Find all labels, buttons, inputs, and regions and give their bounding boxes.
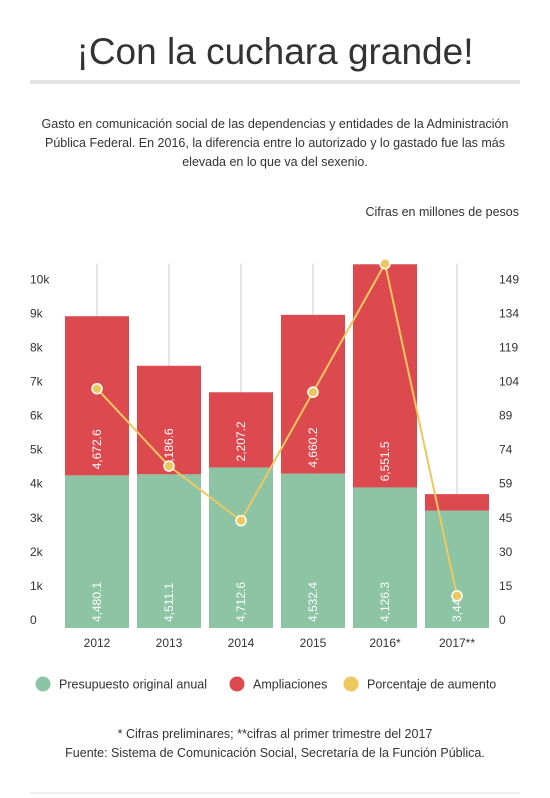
- unit-note: Cifras en millones de pesos: [365, 205, 519, 219]
- chart-title: ¡Con la cuchara grande!: [77, 31, 474, 72]
- bar-segment: [137, 474, 201, 628]
- line-point: [163, 460, 175, 472]
- y2-tick-label: 45: [499, 511, 513, 525]
- y2-tick-label: 104: [499, 375, 519, 389]
- value-label: 4,480.1: [90, 582, 104, 622]
- bar-segment: [209, 467, 273, 628]
- x-tick-label: 2013: [156, 636, 183, 650]
- bar-segment: [209, 392, 273, 468]
- y-tick-label: 9k: [30, 306, 44, 320]
- value-label: 3,186.6: [162, 428, 176, 468]
- y-tick-label: 2k: [30, 545, 44, 559]
- value-label: 4,532.4: [306, 582, 320, 622]
- value-label: 4,712.6: [234, 582, 248, 622]
- bar-segment: [281, 473, 345, 628]
- footnote: Fuente: Sistema de Comunicación Social, …: [65, 746, 485, 760]
- y2-tick-label: 74: [499, 443, 513, 457]
- value-label: 6,551.5: [378, 441, 392, 481]
- line: [96, 260, 458, 597]
- line-point: [379, 257, 391, 270]
- bar-segment: [137, 365, 201, 475]
- legend-swatch: [35, 676, 51, 692]
- line-point: [451, 590, 463, 602]
- y-tick-label: 0: [30, 613, 37, 627]
- y2-tick-label: 134: [499, 306, 519, 320]
- y-tick-label: 7k: [30, 375, 44, 389]
- y2-tick-label: 89: [499, 409, 513, 423]
- value-label: 2,207.2: [234, 421, 248, 461]
- bar-segment: [65, 316, 129, 476]
- legend-label: Ampliaciones: [253, 678, 327, 692]
- line-point: [91, 382, 103, 395]
- bar-segment: [425, 494, 489, 511]
- y-tick-label: 1k: [30, 579, 44, 593]
- y2-tick-label: 0: [499, 613, 506, 627]
- legend-label: Porcentaje de aumento: [367, 678, 496, 692]
- footnote: * Cifras preliminares; **cifras al prime…: [118, 727, 433, 741]
- value-label: 4,511.1: [162, 583, 176, 622]
- legend-swatch: [229, 676, 245, 692]
- y2-tick-label: 30: [499, 545, 513, 559]
- y2-tick-label: 119: [499, 340, 518, 354]
- x-tick-label: 2016*: [369, 636, 401, 650]
- x-tick-label: 2015: [300, 636, 327, 650]
- y-tick-label: 10k: [30, 272, 50, 286]
- x-tick-label: 2012: [84, 636, 111, 650]
- bar-segment: [425, 510, 489, 628]
- y2-tick-label: 149: [499, 272, 519, 286]
- title-rule: [30, 80, 520, 84]
- y-tick-label: 5k: [30, 443, 44, 457]
- bar-segment: [353, 487, 417, 628]
- legend-swatch: [343, 676, 359, 692]
- value-label: 4,660.2: [306, 427, 320, 467]
- line-point: [307, 386, 319, 398]
- y-tick-label: 8k: [30, 340, 44, 354]
- y2-tick-label: 59: [499, 477, 513, 491]
- x-tick-label: 2017**: [439, 636, 475, 650]
- y-tick-label: 3k: [30, 511, 44, 525]
- bar-segment: [65, 475, 129, 628]
- value-label: 4,126.3: [378, 582, 392, 622]
- y-tick-label: 6k: [30, 409, 44, 423]
- subtitle: Gasto en comunicación social de las depe…: [41, 117, 509, 169]
- y-tick-label: 4k: [30, 477, 44, 491]
- legend-label: Presupuesto original anual: [59, 678, 207, 692]
- line-point: [235, 514, 247, 527]
- y2-tick-label: 15: [499, 579, 513, 593]
- value-label: 4,672.6: [90, 429, 104, 469]
- x-tick-label: 2014: [228, 636, 255, 650]
